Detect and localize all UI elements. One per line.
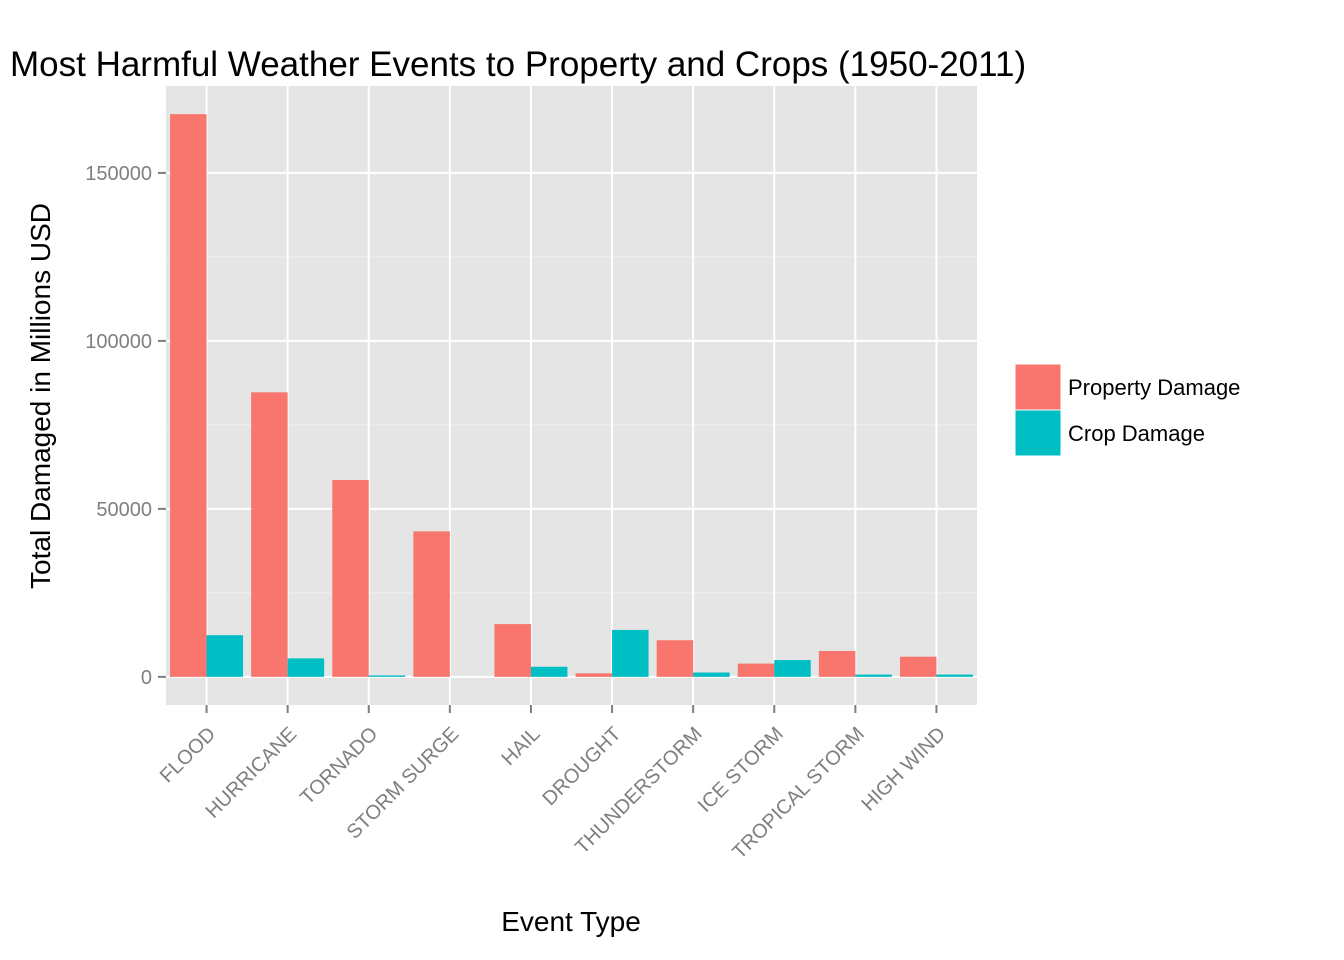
- x-tick-label: DROUGHT: [539, 723, 626, 810]
- bar-property-thunderstorm: [656, 640, 694, 677]
- bar-property-high-wind: [899, 656, 937, 677]
- x-tick-label: HIGH WIND: [857, 723, 950, 816]
- bar-property-tornado: [332, 479, 369, 677]
- legend-label: Crop Damage: [1068, 421, 1205, 446]
- legend-label: Property Damage: [1068, 375, 1240, 400]
- y-tick-label: 150000: [85, 163, 152, 185]
- x-axis-title: Event Type: [501, 906, 641, 937]
- bar-crop-flood: [206, 635, 244, 677]
- bar-crop-tornado: [368, 675, 406, 677]
- bar-property-flood: [170, 114, 207, 677]
- bar-crop-drought: [612, 629, 649, 677]
- bar-crop-high-wind: [936, 674, 973, 677]
- bar-crop-tropical-storm: [855, 674, 892, 677]
- bar-crop-hail: [530, 666, 568, 677]
- legend: Property Damage Crop Damage: [1014, 363, 1240, 457]
- y-axis-title: Total Damaged in Millions USD: [25, 203, 56, 589]
- bar-property-tropical-storm: [818, 650, 856, 677]
- legend-swatch-crop: [1014, 409, 1062, 457]
- bar-crop-ice-storm: [774, 660, 811, 677]
- bars: [170, 114, 973, 677]
- plot-panel: [166, 86, 977, 705]
- x-tick-label: TROPICAL STORM: [728, 723, 869, 864]
- bar-property-ice-storm: [737, 663, 775, 677]
- x-tick-label: HAIL: [497, 723, 544, 770]
- bar-property-hail: [494, 624, 531, 677]
- y-tick-label: 100000: [85, 331, 152, 353]
- bar-property-hurricane: [251, 392, 288, 677]
- legend-swatch-property: [1014, 363, 1062, 411]
- x-tick-label: FLOOD: [156, 723, 220, 787]
- bar-property-drought: [575, 673, 613, 677]
- minor-gridlines: [166, 256, 977, 594]
- chart-title: Most Harmful Weather Events to Property …: [10, 45, 1026, 84]
- bar-property-storm-surge: [413, 531, 450, 677]
- y-tick-label: 50000: [96, 499, 152, 521]
- y-tick-label: 0: [141, 667, 152, 689]
- bar-crop-hurricane: [287, 658, 325, 677]
- x-tick-label: TORNADO: [296, 723, 382, 809]
- y-axis: 0 50000 100000 150000: [85, 163, 166, 689]
- bar-crop-thunderstorm: [693, 672, 730, 677]
